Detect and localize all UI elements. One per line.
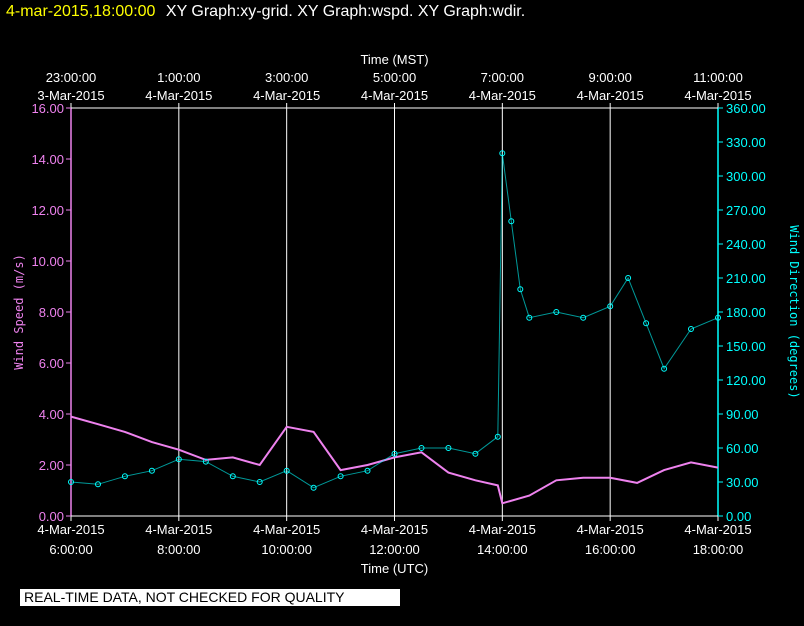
- left-tick-label: 14.00: [31, 152, 64, 167]
- left-tick-label: 2.00: [39, 458, 64, 473]
- right-axis-label: Wind Direction (degrees): [787, 225, 801, 398]
- right-tick-label: 210.00: [726, 271, 766, 286]
- wind-direction-point: [580, 314, 587, 321]
- right-tick-label: 180.00: [726, 305, 766, 320]
- right-tick-label: 240.00: [726, 237, 766, 252]
- top-axis-title: Time (MST): [360, 52, 428, 67]
- top-tick-date: 4-Mar-2015: [684, 88, 751, 103]
- wind-direction-point: [508, 218, 515, 225]
- right-tick-label: 30.00: [726, 475, 759, 490]
- wind-direction-point: [715, 314, 721, 321]
- x-tick-date: 4-Mar-2015: [253, 522, 320, 537]
- x-tick-date: 4-Mar-2015: [577, 522, 644, 537]
- right-tick-label: 270.00: [726, 203, 766, 218]
- x-tick-time: 8:00:00: [157, 542, 200, 557]
- wind-direction-trace: [70, 153, 719, 489]
- right-tick-label: 60.00: [726, 441, 759, 456]
- left-tick-label: 16.00: [31, 101, 64, 116]
- wind-direction-point: [283, 467, 290, 474]
- wind-direction-point: [391, 450, 398, 457]
- wind-direction-point: [175, 456, 182, 463]
- left-tick-label: 0.00: [39, 509, 64, 524]
- x-tick-time: 12:00:00: [369, 542, 420, 557]
- x-tick-time: 10:00:00: [261, 542, 312, 557]
- wind-direction-point: [625, 275, 632, 281]
- top-tick-date: 4-Mar-2015: [253, 88, 320, 103]
- header-graph-list: XY Graph:xy-grid. XY Graph:wspd. XY Grap…: [165, 3, 526, 20]
- top-tick-date: 4-Mar-2015: [577, 88, 644, 103]
- right-tick-label: 90.00: [726, 407, 759, 422]
- wind-direction-point: [256, 479, 263, 485]
- wind-speed-line: [70, 415, 719, 505]
- right-tick-label: 300.00: [726, 169, 766, 184]
- wind-direction-point: [68, 479, 74, 485]
- x-tick-date: 4-Mar-2015: [469, 522, 536, 537]
- wind-direction-point: [494, 433, 501, 440]
- wind-direction-point: [364, 467, 371, 474]
- x-tick-time: 6:00:00: [49, 542, 92, 557]
- wind-direction-point: [229, 473, 236, 480]
- wind-direction-point: [202, 458, 209, 465]
- wind-direction-point: [607, 303, 614, 310]
- quality-note: REAL-TIME DATA, NOT CHECKED FOR QUALITY: [20, 589, 400, 606]
- wind-direction-point: [517, 286, 524, 293]
- x-tick-date: 4-Mar-2015: [145, 522, 212, 537]
- x-tick-date: 4-Mar-2015: [37, 522, 104, 537]
- top-tick-time: 11:00:00: [693, 70, 743, 85]
- left-tick-label: 4.00: [39, 407, 64, 422]
- wind-direction-point: [499, 150, 506, 157]
- wind-direction-point: [95, 481, 101, 488]
- x-tick-time: 16:00:00: [585, 542, 636, 557]
- top-tick-time: 23:00:00: [46, 70, 97, 85]
- wind-direction-point: [643, 320, 650, 327]
- top-tick-time: 9:00:00: [588, 70, 631, 85]
- wind-direction-point: [472, 450, 479, 457]
- left-tick-label: 8.00: [39, 305, 64, 320]
- right-tick-label: 0.00: [726, 509, 751, 524]
- x-tick-time: 18:00:00: [693, 542, 744, 557]
- left-axis-label: Wind Speed (m/s): [12, 254, 26, 370]
- wind-direction-point: [445, 445, 452, 451]
- left-tick-label: 10.00: [31, 254, 64, 269]
- wind-direction-point: [148, 467, 155, 474]
- top-tick-time: 7:00:00: [481, 70, 524, 85]
- top-tick-time: 5:00:00: [373, 70, 416, 85]
- graph-header: 4-mar-2015,18:00:00 XY Graph:xy-grid. XY…: [6, 3, 525, 21]
- wind-direction-point: [310, 484, 317, 491]
- wind-direction-point: [553, 309, 560, 315]
- wind-direction-point: [688, 326, 694, 332]
- wind-direction-point: [121, 473, 128, 480]
- wind-direction-point: [526, 314, 533, 321]
- top-tick-date: 4-Mar-2015: [361, 88, 428, 103]
- top-tick-date: 4-Mar-2015: [145, 88, 212, 103]
- left-tick-label: 12.00: [31, 203, 64, 218]
- top-tick-time: 1:00:00: [157, 70, 200, 85]
- wind-direction-point: [337, 473, 344, 480]
- wind-direction-point: [661, 365, 668, 372]
- x-tick-date: 4-Mar-2015: [684, 522, 751, 537]
- right-tick-label: 360.00: [726, 101, 766, 116]
- right-tick-label: 150.00: [726, 339, 766, 354]
- x-axis-title: Time (UTC): [361, 561, 428, 576]
- header-timestamp: 4-mar-2015,18:00:00: [6, 3, 156, 20]
- left-tick-label: 6.00: [39, 356, 64, 371]
- x-tick-time: 14:00:00: [477, 542, 528, 557]
- wind-direction-point: [418, 445, 425, 451]
- top-tick-date: 4-Mar-2015: [469, 88, 536, 103]
- x-tick-date: 4-Mar-2015: [361, 522, 428, 537]
- top-tick-date: 3-Mar-2015: [37, 88, 104, 103]
- top-tick-time: 3:00:00: [265, 70, 308, 85]
- right-tick-label: 330.00: [726, 135, 766, 150]
- right-tick-label: 120.00: [726, 373, 766, 388]
